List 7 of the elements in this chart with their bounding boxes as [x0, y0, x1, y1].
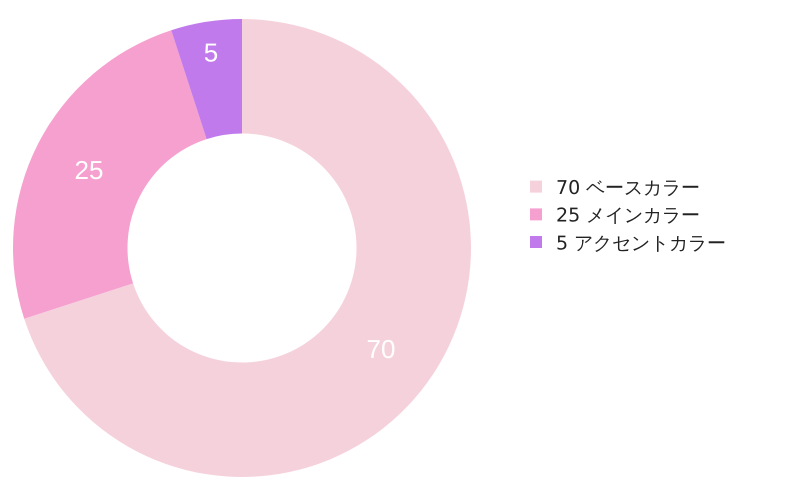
legend-label: 5 アクセントカラー [556, 232, 726, 254]
data-label: 5 [204, 37, 218, 68]
donut-slice [171, 19, 242, 140]
donut-slice [24, 19, 471, 477]
legend-label: 25 メインカラー [556, 204, 700, 227]
legend-label: 70 ベースカラー [556, 177, 700, 200]
data-label: 25 [74, 155, 104, 186]
